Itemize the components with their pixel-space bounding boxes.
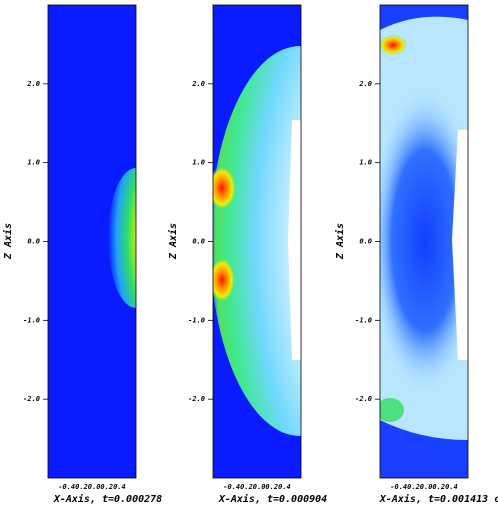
y-axis-label: Z Axis (2, 223, 14, 260)
y-tick-label: -2.0 (355, 395, 372, 403)
x-axis-label: X-Axis, t=0.000904 (218, 493, 327, 505)
x-tick-labels: -0.40.20.00.20.4 (390, 483, 457, 491)
y-tick-label: 0.0 (359, 238, 372, 246)
y-tick-label: 2.0 (26, 80, 40, 88)
y-tick-label: -1.0 (188, 316, 205, 324)
y-tick-label: -2.0 (188, 395, 205, 403)
y-tick-label: 0.0 (27, 238, 40, 246)
y-tick-label: 2.0 (191, 80, 205, 88)
field-panel-3 (380, 5, 468, 478)
x-tick-labels: -0.40.20.00.20.4 (58, 483, 125, 491)
field-panel-1 (48, 5, 136, 478)
y-tick-label: -1.0 (355, 316, 372, 324)
y-tick-label: 0.0 (192, 238, 205, 246)
y-tick-label: 2.0 (358, 80, 372, 88)
x-axis-label: X-Axis, t=0.000278 (53, 493, 162, 505)
x-tick-labels: -0.40.20.00.20.4 (223, 483, 290, 491)
y-tick-label: -2.0 (23, 395, 40, 403)
y-tick-label: 1.0 (27, 159, 40, 167)
y-axis-label: Z Axis (167, 223, 179, 260)
y-tick-label: 1.0 (359, 159, 372, 167)
field-panel-2 (213, 5, 301, 478)
x-axis-label: X-Axis, t=0.001413 c (379, 493, 498, 505)
y-tick-label: 1.0 (192, 159, 205, 167)
y-axis-label: Z Axis (334, 223, 346, 260)
y-tick-label: -1.0 (23, 316, 40, 324)
